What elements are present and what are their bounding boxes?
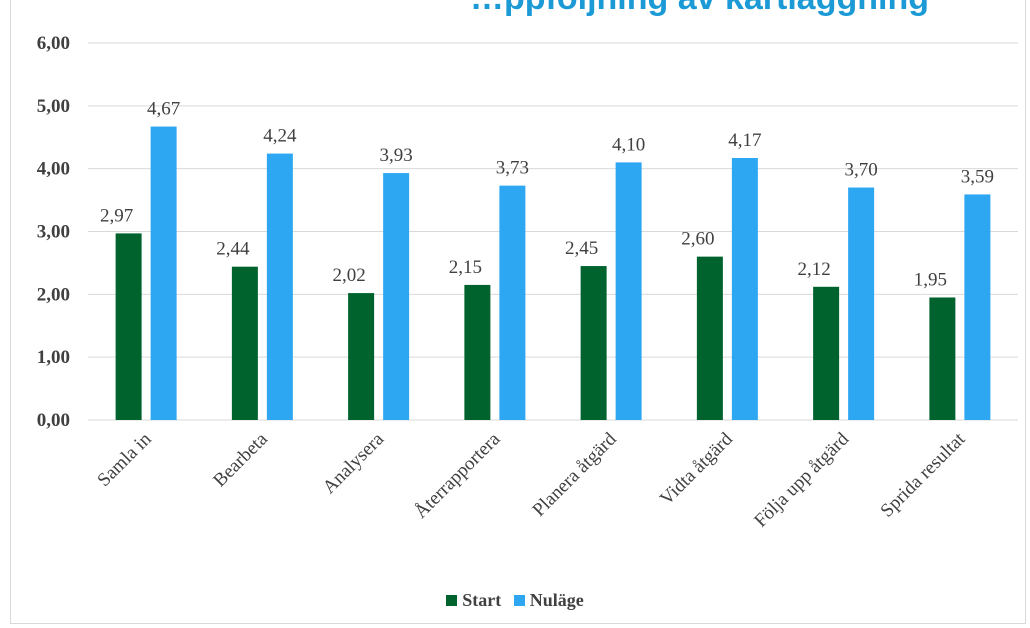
data-label: 2,12 [798,259,831,280]
data-label: 2,02 [333,265,366,286]
bar-start [813,286,840,420]
legend-label-start: Start [462,590,502,610]
data-label: 4,17 [728,130,761,151]
data-label: 3,59 [961,166,994,187]
y-tick-label: 5,00 [37,96,70,117]
y-tick-label: 0,00 [37,410,70,431]
bar-start [929,297,956,420]
bar-nulage [150,126,177,421]
bar-start [464,284,491,420]
data-label: 3,73 [496,158,529,179]
data-label: 4,67 [147,99,180,120]
data-label: 2,15 [449,257,482,278]
category-label: Analysera [319,428,389,498]
bar-start [115,233,142,420]
data-label: 2,97 [100,205,133,226]
y-tick-label: 4,00 [37,159,70,180]
data-label: 2,45 [565,238,598,259]
category-label: Bearbeta [209,428,272,491]
bar-nulage [731,157,758,421]
bar-nulage [266,153,293,420]
data-label: 3,70 [845,160,878,181]
legend-swatch-start [446,595,458,606]
legend: Start Nuläge [0,590,1030,611]
y-tick-label: 2,00 [37,284,70,305]
category-label: Följa upp åtgärd [750,428,853,531]
legend-swatch-nulage [513,595,525,606]
category-label: Planera åtgärd [529,428,621,520]
data-label: 4,10 [612,134,645,155]
bar-nulage [499,185,526,420]
bar-start [580,266,607,420]
y-tick-label: 3,00 [37,222,70,243]
bar-start [348,293,375,420]
bar-start [231,266,258,420]
legend-label-nulage: Nuläge [529,590,584,610]
legend-item-nulage: Nuläge [513,590,584,611]
category-label: Samla in [93,428,156,491]
data-label: 2,60 [681,229,714,250]
data-label: 3,93 [380,145,413,166]
category-label: Återrapportera [410,428,504,522]
bar-nulage [615,162,642,420]
y-tick-label: 6,00 [37,33,70,54]
legend-item-start: Start [446,590,501,611]
bar-nulage [848,187,875,420]
data-label: 2,44 [216,239,250,260]
bar-nulage [383,173,410,420]
category-label: Sprida resultat [877,428,970,521]
data-label: 1,95 [914,269,947,290]
category-label: Vidta åtgärd [656,428,737,509]
y-tick-label: 1,00 [37,347,70,368]
bar-start [696,256,723,420]
chart-title: …ppföljning av kartläggning [470,0,929,18]
data-label: 4,24 [263,126,297,147]
bar-nulage [964,194,991,420]
